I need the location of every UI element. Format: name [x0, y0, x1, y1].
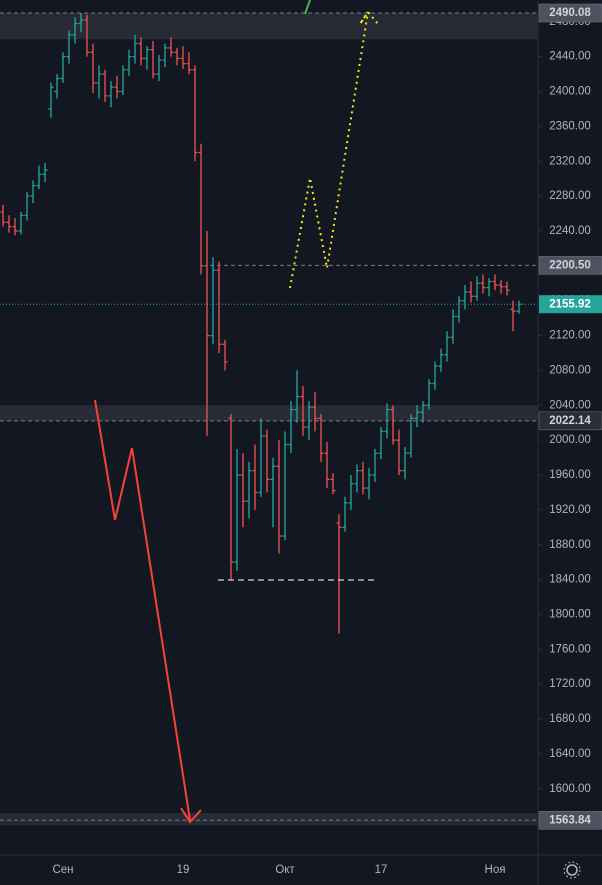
gear-teeth[interactable] [563, 861, 581, 879]
x-tick-label: 19 [177, 864, 190, 876]
y-tick-label: 1720.00 [549, 678, 591, 690]
red-path [94, 399, 191, 821]
gear-icon[interactable] [566, 864, 578, 876]
level-label: 1563.84 [549, 814, 591, 826]
level-label-box [539, 295, 602, 314]
y-tick-label: 2240.00 [549, 225, 591, 237]
x-tick-label: Сен [52, 864, 73, 876]
y-tick-label: 2000.00 [549, 434, 591, 446]
level-label-box [538, 3, 602, 23]
level-label-box [538, 256, 602, 275]
green-line [304, 0, 311, 15]
zone [0, 13, 538, 40]
y-tick-label: 2400.00 [549, 86, 591, 98]
y-tick-label: 2320.00 [549, 155, 591, 167]
level-label: 2200.50 [549, 259, 591, 271]
time-axis: Сен 19 Окт 17 Ноя [52, 864, 505, 876]
level-labels: 2490.08 2200.50 2155.92 2022.14 1563.84 [538, 3, 602, 830]
y-tick-label: 2040.00 [549, 399, 591, 411]
y-tick-label: 1760.00 [549, 643, 591, 655]
y-tick-label: 1960.00 [549, 469, 591, 481]
y-tick-label: 2280.00 [549, 190, 591, 202]
y-tick-label: 1600.00 [549, 783, 591, 795]
level-label-box [538, 411, 602, 431]
y-tick-label: 1800.00 [549, 608, 591, 620]
level-label: 2155.92 [549, 298, 591, 310]
zone [0, 813, 538, 826]
zones [0, 13, 538, 826]
bars [0, 13, 522, 634]
y-tick-label: 2440.00 [549, 51, 591, 63]
y-tick-label: 1840.00 [549, 574, 591, 586]
level-label-box [538, 811, 602, 830]
y-tick-label: 1680.00 [549, 713, 591, 725]
yellow-path [289, 10, 379, 289]
y-tick-label: 1920.00 [549, 504, 591, 516]
y-tick-label: 2360.00 [549, 120, 591, 132]
level-label: 2022.14 [549, 415, 591, 427]
x-tick-label: 17 [375, 864, 388, 876]
y-tick-label: 1640.00 [549, 748, 591, 760]
settings-button[interactable] [563, 861, 581, 879]
levels [0, 12, 538, 821]
y-tick-label: 2120.00 [549, 330, 591, 342]
level-label: 2490.08 [549, 7, 591, 19]
x-tick-label: Ноя [485, 864, 506, 876]
drawings [94, 0, 379, 824]
y-tick-label: 2080.00 [549, 364, 591, 376]
y-tick-label: 1880.00 [549, 539, 591, 551]
x-tick-label: Окт [275, 864, 295, 876]
zone [0, 405, 538, 421]
red-arrow-head [180, 807, 202, 824]
